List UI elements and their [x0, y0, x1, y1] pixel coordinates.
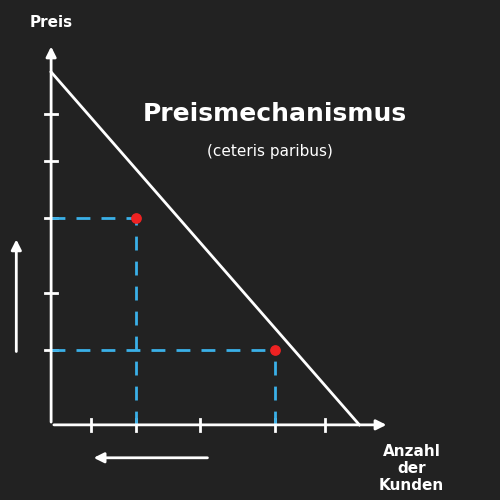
Text: Anzahl
der
Kunden: Anzahl der Kunden: [379, 444, 444, 494]
Text: (ceteris paribus): (ceteris paribus): [207, 144, 333, 160]
Text: Preismechanismus: Preismechanismus: [143, 102, 407, 126]
Point: [132, 214, 140, 222]
Text: Preis: Preis: [30, 14, 72, 30]
Point: [271, 346, 279, 354]
